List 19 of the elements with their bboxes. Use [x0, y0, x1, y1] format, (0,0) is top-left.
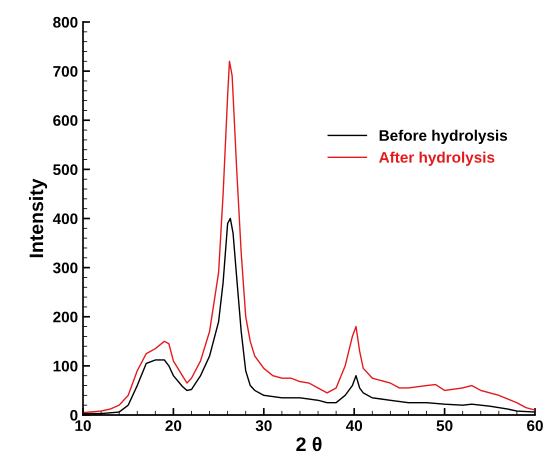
- x-tick-label: 20: [165, 420, 182, 432]
- y-tick-label: 600: [53, 115, 78, 126]
- y-tick-label: 0: [70, 410, 78, 421]
- x-tick-label: 40: [346, 420, 362, 432]
- x-tick-label: 50: [436, 420, 452, 432]
- y-tick-label: 400: [52, 213, 78, 224]
- y-tick-label: 200: [53, 312, 78, 322]
- x-tick-label: 10: [75, 420, 91, 432]
- y-tick-label: 800: [53, 16, 78, 28]
- y-axis-title: Intensity: [28, 178, 48, 258]
- legend-label: After hydrolysis: [379, 152, 494, 166]
- legend-label: Before hydrolysis: [380, 130, 508, 144]
- x-tick-label: 60: [527, 420, 543, 432]
- x-tick-label: 30: [256, 420, 272, 432]
- x-axis-title: 2 θ: [296, 436, 322, 452]
- y-tick-label: 100: [54, 360, 78, 372]
- y-tick-label: 700: [53, 66, 78, 77]
- y-tick-label: 500: [53, 164, 78, 176]
- y-tick-label: 300: [53, 262, 78, 274]
